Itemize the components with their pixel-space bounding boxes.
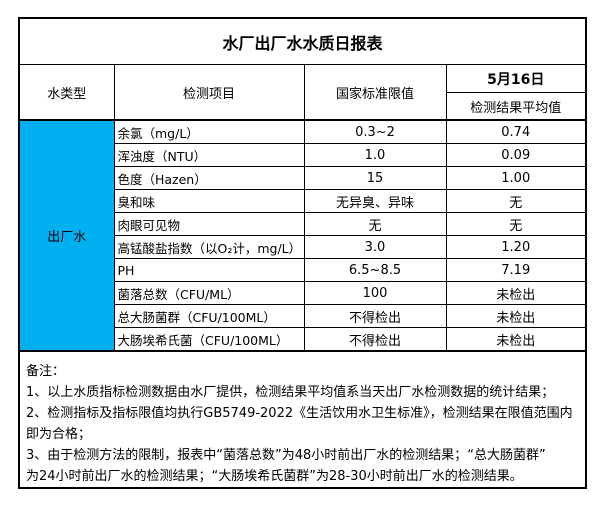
cell-result: 未检出 [445, 304, 587, 328]
cell-result: 0.74 [445, 119, 587, 144]
cell-item: 臭和味 [113, 189, 305, 213]
cell-item: 浑浊度（NTU） [113, 143, 305, 167]
report-container: 水厂出厂水水质日报表 水类型 检测项目 国家标准限值 5月16日 检测结果平均值… [18, 17, 588, 489]
cell-item: 肉眼可见物 [113, 212, 305, 236]
table-row: 菌落总数（CFU/ML） 100 未检出 [19, 281, 587, 305]
cell-limit: 3.0 [303, 235, 447, 259]
notes-label: 备注： [26, 364, 66, 379]
table-row: 总大肠菌群（CFU/100ML） 不得检出 未检出 [19, 304, 587, 328]
note-line: 1、以上水质指标检测数据由水厂提供，检测结果平均值系当天出厂水检测数据的统计结果… [26, 385, 555, 400]
cell-result: 0.09 [445, 143, 587, 167]
cell-result: 无 [445, 212, 587, 236]
col-header-result: 检测结果平均值 [445, 92, 587, 121]
table-row: 大肠埃希氏菌（CFU/100ML） 不得检出 未检出 [19, 327, 587, 352]
col-header-water-type: 水类型 [18, 64, 115, 121]
water-type-cell: 出厂水 [18, 119, 115, 352]
cell-result: 未检出 [445, 327, 587, 352]
report-title: 水厂出厂水水质日报表 [18, 17, 587, 65]
water-quality-report-table: 水厂出厂水水质日报表 水类型 检测项目 国家标准限值 5月16日 检测结果平均值… [18, 17, 588, 489]
table-row: PH 6.5~8.5 7.19 [19, 258, 587, 282]
cell-limit: 100 [303, 281, 447, 305]
col-header-limit: 国家标准限值 [303, 64, 447, 121]
cell-limit: 15 [303, 166, 447, 190]
cell-limit: 6.5~8.5 [303, 258, 447, 282]
cell-limit: 0.3~2 [303, 119, 447, 144]
cell-limit: 不得检出 [303, 327, 447, 352]
notes-section: 备注： 1、以上水质指标检测数据由水厂提供，检测结果平均值系当天出厂水检测数据的… [18, 350, 587, 489]
note-line: 即为合格； [26, 427, 92, 442]
table-row: 出厂水 余氯（mg/L） 0.3~2 0.74 [18, 119, 587, 352]
cell-item: 大肠埃希氏菌（CFU/100ML） [113, 327, 305, 352]
table-row: 浑浊度（NTU） 1.0 0.09 [19, 143, 587, 167]
table-row: 肉眼可见物 无 无 [19, 212, 587, 236]
cell-result: 1.20 [445, 235, 587, 259]
cell-result: 无 [445, 189, 587, 213]
note-line: 为24小时前出厂水的检测结果；“大肠埃希氏菌群”为28-30小时前出厂水的检测结… [26, 469, 523, 484]
table-row: 高锰酸盐指数（以O₂计，mg/L） 3.0 1.20 [19, 235, 587, 259]
table-row: 臭和味 无异臭、异味 无 [19, 189, 587, 213]
cell-item: 高锰酸盐指数（以O₂计，mg/L） [113, 235, 305, 259]
cell-limit: 1.0 [303, 143, 447, 167]
cell-item: 总大肠菌群（CFU/100ML） [113, 304, 305, 328]
cell-limit: 不得检出 [303, 304, 447, 328]
note-line: 3、由于检测方法的限制，报表中“菌落总数”为48小时前出厂水的检测结果；“总大肠… [26, 448, 546, 463]
cell-item: 菌落总数（CFU/ML） [113, 281, 305, 305]
col-header-date: 5月16日 [445, 64, 587, 93]
table-row: 色度（Hazen） 15 1.00 [19, 166, 587, 190]
note-line: 2、检测指标及指标限值均执行GB5749-2022《生活饮用水卫生标准》，检测结… [26, 406, 573, 421]
cell-item: 色度（Hazen） [113, 166, 305, 190]
cell-item: 余氯（mg/L） [113, 119, 305, 144]
cell-item: PH [113, 258, 305, 282]
cell-result: 7.19 [445, 258, 587, 282]
cell-result: 未检出 [445, 281, 587, 305]
col-header-item: 检测项目 [113, 64, 305, 121]
cell-result: 1.00 [445, 166, 587, 190]
cell-limit: 无异臭、异味 [303, 189, 447, 213]
cell-limit: 无 [303, 212, 447, 236]
